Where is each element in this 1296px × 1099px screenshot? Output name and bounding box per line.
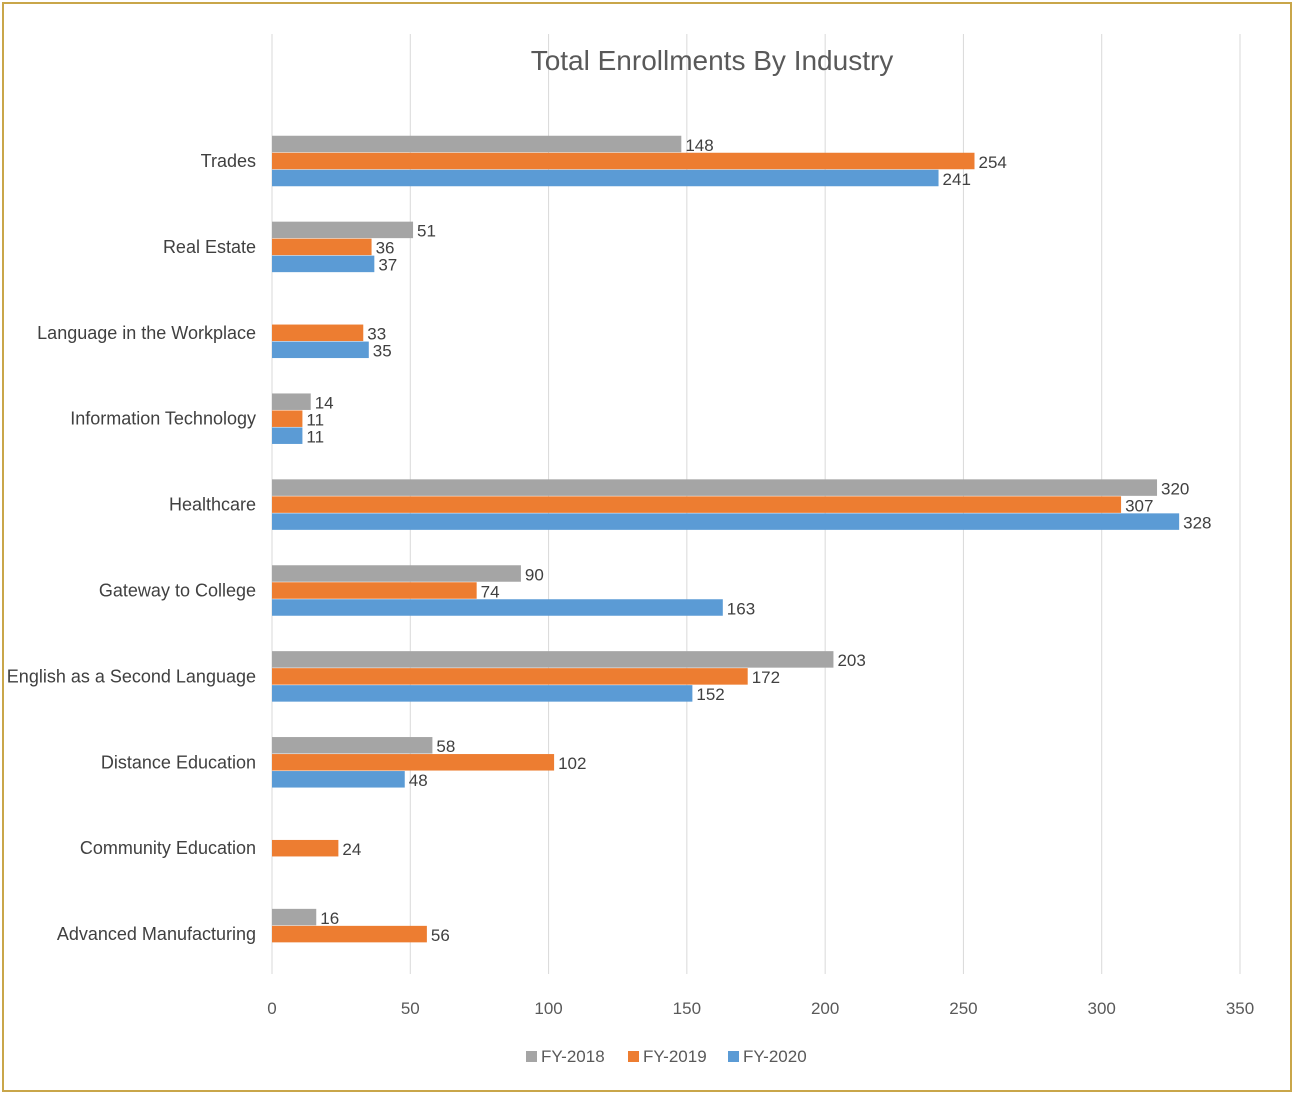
x-tick-label: 300 (1088, 999, 1116, 1018)
bar-fy-2019 (272, 324, 364, 342)
legend-swatch (728, 1051, 739, 1062)
bar-fy-2020 (272, 599, 723, 616)
bar-fy-2020 (272, 427, 303, 444)
category-label: Distance Education (101, 752, 256, 772)
legend-label: FY-2019 (643, 1047, 707, 1066)
category-label: Advanced Manufacturing (57, 924, 256, 944)
bar-fy-2020 (272, 169, 939, 187)
bar-fy-2018 (272, 221, 414, 239)
data-label: 16 (320, 909, 339, 928)
data-label: 35 (373, 342, 392, 361)
x-tick-label: 350 (1226, 999, 1254, 1018)
legend: FY-2018 FY-2019 FY-2020 (526, 1047, 807, 1066)
bar-fy-2018 (272, 908, 317, 926)
data-label: 328 (1183, 513, 1211, 532)
x-tick-label: 100 (534, 999, 562, 1018)
data-label: 148 (685, 136, 713, 155)
data-label: 24 (342, 840, 361, 859)
bar-fy-2018 (272, 565, 521, 582)
bar-fy-2019 (272, 496, 1122, 513)
data-label: 163 (727, 599, 755, 618)
data-label: 307 (1125, 496, 1153, 515)
bars (272, 135, 1180, 943)
category-label: Information Technology (70, 409, 256, 429)
legend-swatch (628, 1051, 639, 1062)
data-label: 241 (943, 170, 971, 189)
bar-fy-2019 (272, 754, 555, 771)
data-label: 36 (376, 239, 395, 258)
bar-fy-2020 (272, 513, 1180, 530)
legend-label: FY-2018 (541, 1047, 605, 1066)
bar-fy-2019 (272, 668, 748, 685)
category-label: Language in the Workplace (37, 323, 256, 343)
data-label: 74 (481, 582, 500, 601)
data-label: 320 (1161, 479, 1189, 498)
data-label: 90 (525, 565, 544, 584)
data-label: 254 (978, 153, 1006, 172)
data-label: 48 (409, 771, 428, 790)
bar-fy-2019 (272, 582, 477, 599)
bar-fy-2018 (272, 651, 834, 668)
category-label: Gateway to College (99, 581, 256, 601)
bar-fy-2018 (272, 393, 311, 410)
chart-title: Total Enrollments By Industry (531, 45, 894, 76)
x-tick-label: 200 (811, 999, 839, 1018)
x-tick-label: 250 (949, 999, 977, 1018)
x-tick-label: 0 (267, 999, 276, 1018)
category-label: Community Education (80, 838, 256, 858)
data-label: 102 (558, 754, 586, 773)
bar-fy-2019 (272, 152, 975, 170)
bar-fy-2018 (272, 479, 1158, 496)
category-label: English as a Second Language (7, 666, 256, 686)
category-label: Healthcare (169, 495, 256, 515)
bar-fy-2020 (272, 255, 375, 273)
data-label: 14 (315, 393, 334, 412)
data-label: 203 (837, 651, 865, 670)
data-label: 56 (431, 926, 450, 945)
bar-fy-2020 (272, 771, 405, 788)
data-label: 37 (378, 256, 397, 275)
legend-label: FY-2020 (743, 1047, 807, 1066)
bar-fy-2019 (272, 410, 303, 427)
data-label: 51 (417, 222, 436, 241)
category-label: Trades (201, 151, 256, 171)
data-label: 152 (696, 685, 724, 704)
legend-swatch (526, 1051, 537, 1062)
labels: 0 50 100 150 200 250 300 350 Trades 148 254 241 Real… (7, 136, 1254, 1018)
bar-chart: 0 50 100 150 200 250 300 350 Trades 148 254 241 Real… (7, 34, 1254, 1066)
data-label: 11 (306, 410, 324, 429)
bar-fy-2019 (272, 925, 427, 943)
category-label: Real Estate (163, 237, 256, 257)
bar-fy-2020 (272, 341, 369, 359)
bar-fy-2019 (272, 238, 372, 256)
data-label: 58 (436, 737, 455, 756)
bar-fy-2018 (272, 135, 682, 153)
x-tick-label: 50 (401, 999, 420, 1018)
data-label: 33 (367, 325, 386, 344)
bar-fy-2018 (272, 737, 433, 754)
data-label: 11 (306, 427, 324, 446)
data-label: 172 (752, 668, 780, 687)
bar-fy-2019 (272, 839, 339, 857)
bar-fy-2020 (272, 685, 693, 702)
x-tick-label: 150 (673, 999, 701, 1018)
